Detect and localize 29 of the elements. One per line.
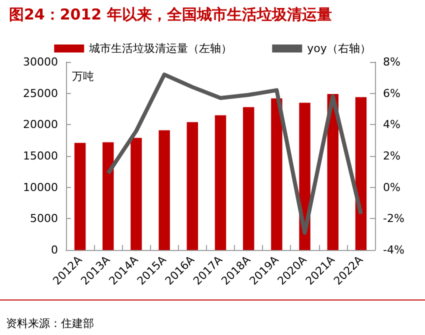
y-tick-label: 25000 bbox=[23, 86, 58, 100]
bar bbox=[271, 98, 282, 250]
y-tick-label: 0 bbox=[51, 244, 58, 256]
y-tick-label: 10000 bbox=[23, 180, 58, 194]
line-series bbox=[106, 72, 363, 235]
bar bbox=[158, 130, 170, 250]
y2-tick-label: -2% bbox=[383, 212, 404, 226]
y2-tick-label: 2% bbox=[383, 150, 400, 162]
y-tick-label: 15000 bbox=[23, 150, 58, 162]
y2-tick-label: 0% bbox=[383, 180, 400, 194]
chart-title: 图24：2012 年以来，全国城市生活垃圾清运量 bbox=[9, 6, 332, 24]
y2-tick-label: 4% bbox=[383, 118, 400, 132]
y-tick-label: 20000 bbox=[23, 118, 58, 132]
bar bbox=[102, 142, 114, 250]
y-tick-label: 5000 bbox=[30, 212, 58, 226]
y2-tick-label: 8% bbox=[383, 56, 400, 68]
bar bbox=[242, 107, 254, 250]
bar bbox=[130, 138, 142, 250]
bar bbox=[355, 97, 367, 250]
y2-tick-label: 6% bbox=[383, 86, 400, 100]
y-axis-title: 万吨 bbox=[72, 70, 94, 83]
bar bbox=[74, 142, 86, 250]
legend-label: yoy（右轴） bbox=[307, 42, 371, 55]
text: 资料来源：住建部 bbox=[6, 317, 94, 330]
legend-label: 城市生活垃圾清运量（左轴） bbox=[88, 42, 232, 55]
bar bbox=[186, 122, 198, 250]
y-tick-label: 30000 bbox=[23, 56, 58, 68]
y2-tick-label: -4% bbox=[383, 244, 404, 256]
bar bbox=[214, 115, 226, 250]
